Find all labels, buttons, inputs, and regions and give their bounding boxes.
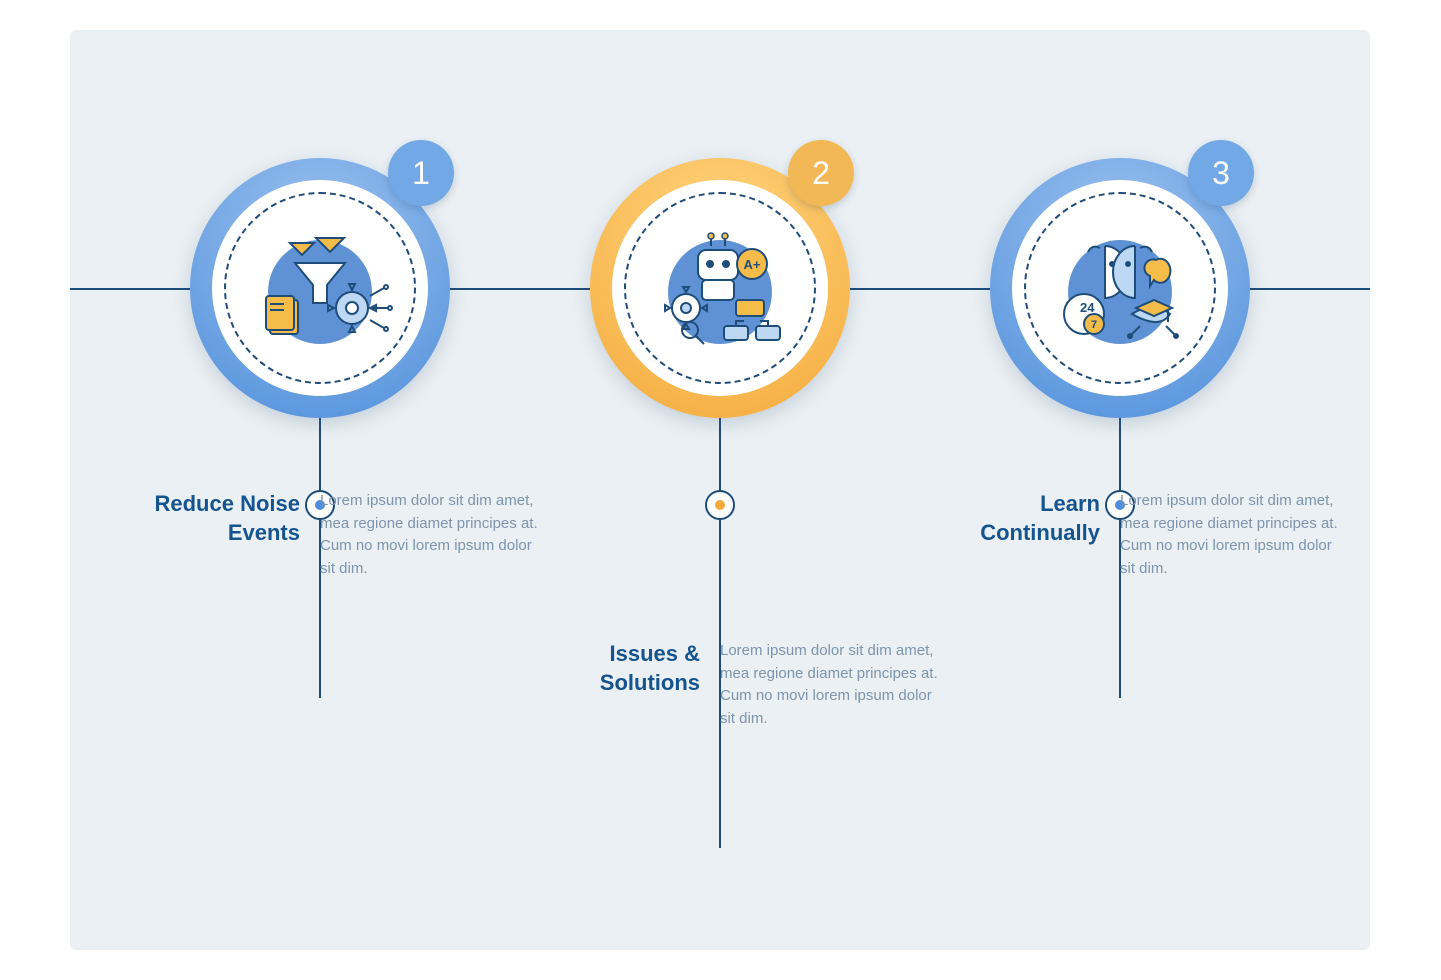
step-body: Lorem ipsum dolor sit dim amet, mea regi…	[320, 490, 550, 580]
step-number: 3	[1212, 155, 1230, 192]
step-number-badge: 1	[388, 140, 454, 206]
step-title: Issues & Solutions	[520, 640, 700, 730]
step-ring: A+ 2	[590, 158, 850, 418]
step-icon: A+	[640, 208, 800, 368]
svg-text:A+: A+	[744, 257, 761, 272]
step-2: A+ 2	[590, 158, 850, 418]
step-text-2: Issues & Solutions Lorem ipsum dolor sit…	[520, 640, 950, 730]
step-icon	[240, 208, 400, 368]
step-title: Reduce Noise Events	[120, 490, 300, 580]
step-text-3: Learn Continually Lorem ipsum dolor sit …	[920, 490, 1350, 580]
step-body: Lorem ipsum dolor sit dim amet, mea regi…	[720, 640, 950, 730]
step-text-1: Reduce Noise Events Lorem ipsum dolor si…	[120, 490, 550, 580]
connector-dot	[705, 490, 735, 520]
step-title: Learn Continually	[920, 490, 1100, 580]
step-ring: 24 7 3	[990, 158, 1250, 418]
step-number-badge: 3	[1188, 140, 1254, 206]
step-number: 2	[812, 155, 830, 192]
step-3: 24 7 3	[990, 158, 1250, 418]
step-body: Lorem ipsum dolor sit dim amet, mea regi…	[1120, 490, 1350, 580]
svg-text:24: 24	[1080, 300, 1095, 315]
step-number-badge: 2	[788, 140, 854, 206]
step-ring: 1	[190, 158, 450, 418]
step-stem	[719, 418, 721, 848]
step-icon: 24 7	[1040, 208, 1200, 368]
svg-text:7: 7	[1091, 319, 1097, 331]
infographic-canvas: 1 Reduce Noise Events Lorem ipsum dolor …	[70, 30, 1370, 950]
step-number: 1	[412, 155, 430, 192]
step-1: 1	[190, 158, 450, 418]
